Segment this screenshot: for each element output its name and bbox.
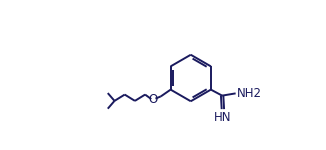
Text: NH2: NH2	[236, 87, 261, 100]
Text: O: O	[149, 93, 158, 106]
Text: HN: HN	[214, 111, 232, 124]
